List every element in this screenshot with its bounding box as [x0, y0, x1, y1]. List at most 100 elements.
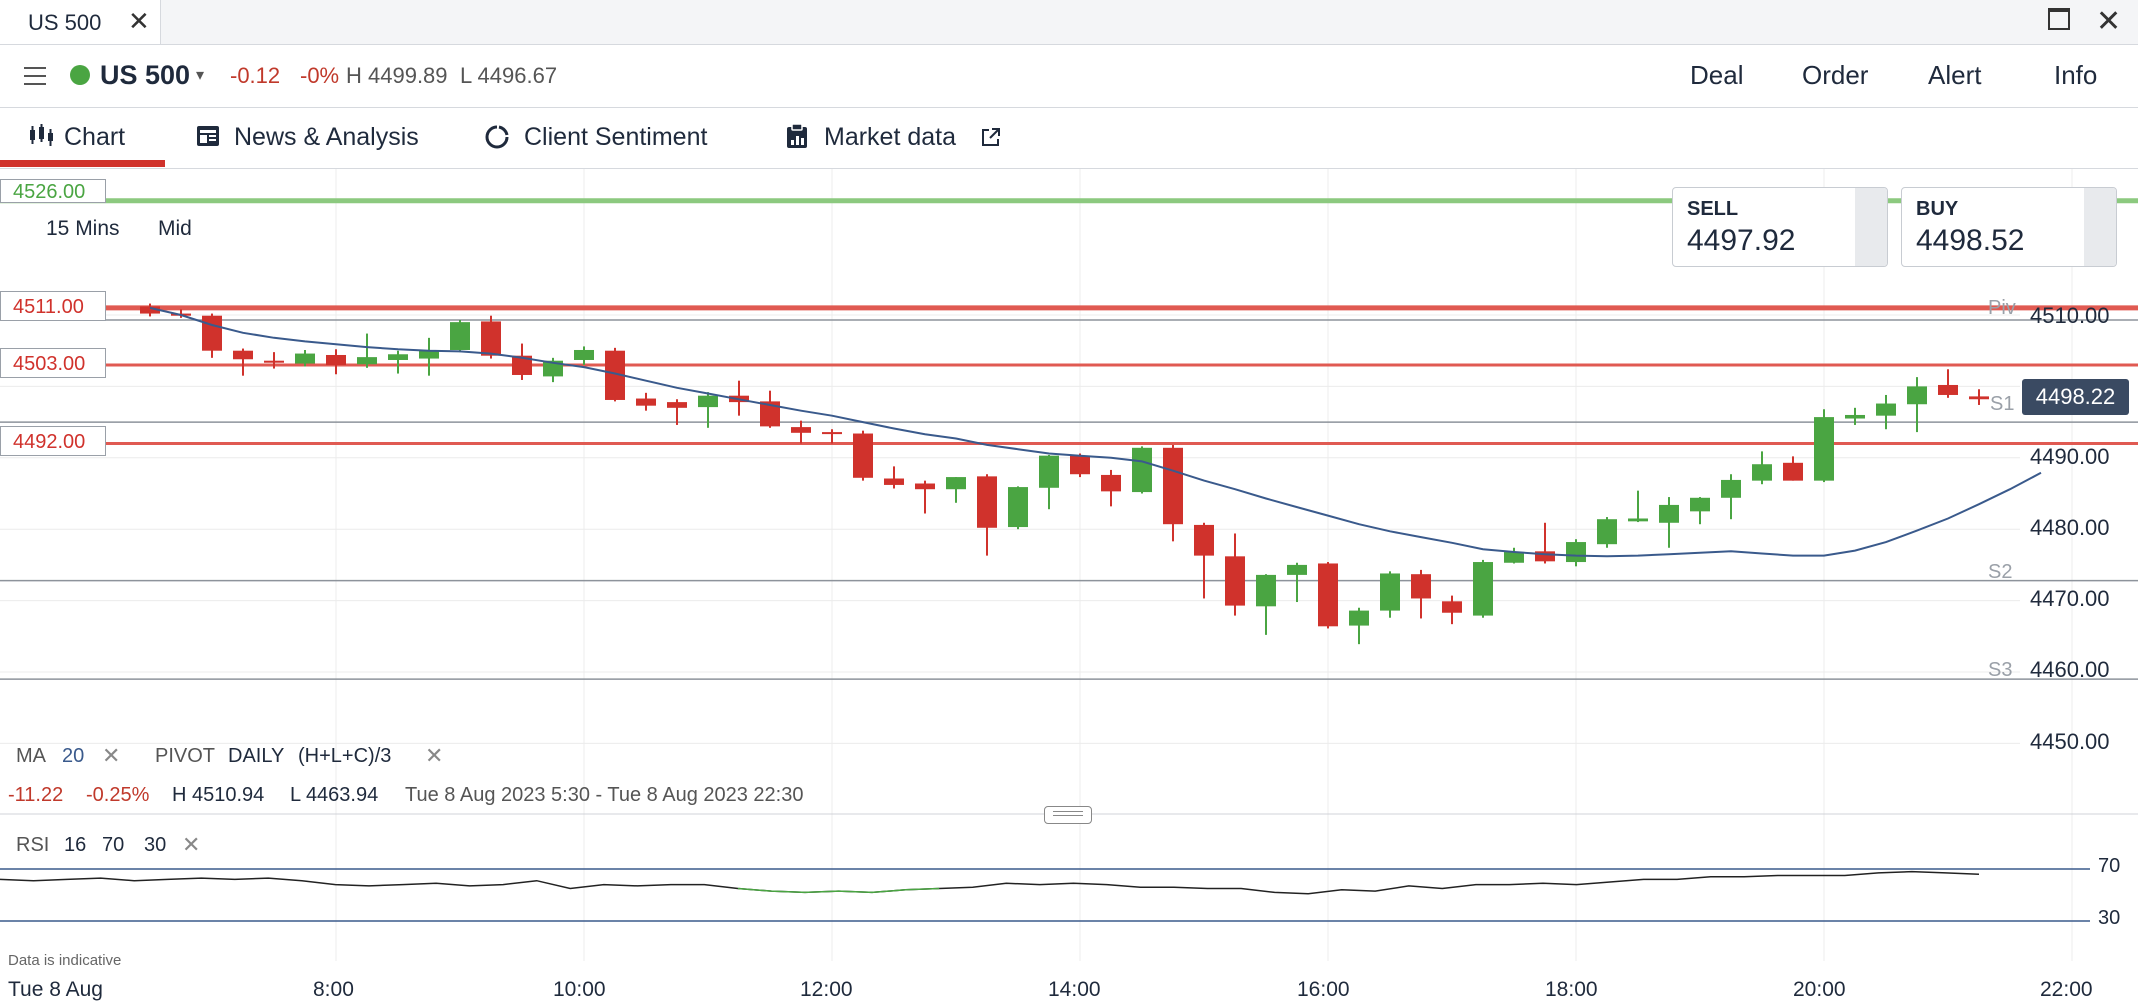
market-open-status-icon: [70, 65, 90, 85]
sell-box[interactable]: SELL 4497.92: [1672, 187, 1888, 267]
level-box-4526[interactable]: 4526.00: [0, 179, 106, 203]
sell-price: 4497.92: [1687, 224, 1796, 257]
hamburger-menu-icon[interactable]: [24, 67, 46, 91]
candle-body: [1690, 497, 1710, 512]
active-tab-indicator: [0, 160, 165, 167]
y-tick-label: 4450.00: [2030, 729, 2110, 754]
candle-body: [264, 360, 284, 363]
level-box-4492[interactable]: 4492.00: [0, 426, 106, 456]
candle-body: [295, 353, 315, 364]
instrument-name[interactable]: US 500: [100, 60, 191, 90]
tab-market-data-label: Market data: [824, 123, 957, 151]
candle-body: [357, 357, 377, 365]
candle-body: [1535, 551, 1555, 562]
data-disclaimer: Data is indicative: [8, 952, 122, 969]
day-low: L 4496.67: [460, 63, 558, 88]
tab-chart[interactable]: Chart: [0, 108, 165, 168]
ma-legend-name: MA: [16, 745, 46, 767]
y-tick-label: 4470.00: [2030, 586, 2110, 611]
level-box-4503[interactable]: 4503.00: [0, 348, 106, 378]
instrument-tab[interactable]: US 500 ✕: [0, 0, 161, 44]
tab-client-sentiment[interactable]: Client Sentiment: [480, 108, 740, 168]
candle-body: [1132, 447, 1152, 493]
tab-news-analysis[interactable]: News & Analysis: [190, 108, 440, 168]
price-type-selector[interactable]: Mid: [158, 217, 192, 240]
rsi-line: [0, 870, 1980, 895]
candle-body: [636, 398, 656, 406]
range-change: -11.22: [8, 784, 64, 806]
tab-close-icon[interactable]: ✕: [128, 6, 150, 36]
remove-rsi-icon[interactable]: ✕: [182, 832, 201, 857]
candle-body: [574, 349, 594, 360]
y-tick-label: 4510.00: [2030, 303, 2110, 328]
candle-body: [760, 401, 780, 427]
info-button[interactable]: Info: [2054, 60, 2098, 90]
candle-body: [822, 432, 842, 435]
sell-side-panel: [1855, 188, 1887, 266]
candle-body: [1752, 464, 1772, 481]
remove-ma-icon[interactable]: ✕: [102, 743, 121, 768]
candle-body: [946, 477, 966, 490]
candle-body: [1721, 479, 1741, 498]
s1-label: S1: [1990, 393, 2015, 415]
candle-body: [605, 350, 625, 400]
candle-body: [1597, 519, 1617, 545]
sentiment-icon: [485, 125, 509, 149]
deal-button[interactable]: Deal: [1690, 60, 1744, 90]
external-link-icon[interactable]: [980, 126, 1002, 148]
level-box-4511[interactable]: 4511.00: [0, 291, 106, 321]
candle-body: [1473, 562, 1493, 616]
candle-body: [1907, 386, 1927, 405]
pane-resize-handle[interactable]: [1044, 806, 1092, 824]
tab-chart-label: Chart: [64, 123, 126, 151]
range-dates: Tue 8 Aug 2023 5:30 - Tue 8 Aug 2023 22:…: [405, 784, 804, 806]
price-chart[interactable]: [0, 169, 2138, 1008]
candle-body: [1349, 610, 1369, 626]
x-tick-label: 22:00: [2040, 978, 2093, 1001]
x-tick-label: 8:00: [313, 978, 354, 1001]
candle-body: [450, 322, 470, 350]
alert-button[interactable]: Alert: [1928, 60, 1982, 90]
s3-label: S3: [1988, 659, 2013, 681]
tab-title: US 500: [28, 10, 102, 35]
ma-legend-period: 20: [62, 745, 85, 767]
price-change: -0.12: [230, 63, 281, 88]
maximize-icon[interactable]: [2048, 8, 2070, 30]
x-tick-label: 10:00: [553, 978, 606, 1001]
candle-body: [1256, 574, 1276, 607]
candle-body: [1008, 487, 1028, 528]
candle-body: [233, 350, 253, 360]
candle-body: [1318, 563, 1338, 627]
s2-label: S2: [1988, 561, 2013, 583]
window-tab-bar: US 500 ✕ ✕: [0, 0, 2138, 45]
tab-news-label: News & Analysis: [234, 123, 419, 151]
remove-pivot-icon[interactable]: ✕: [425, 743, 444, 768]
candle-body: [1938, 384, 1958, 395]
rsi-oversold-segment: [737, 887, 940, 894]
window-close-icon[interactable]: ✕: [2096, 5, 2122, 38]
tab-market-data[interactable]: Market data: [780, 108, 1010, 168]
candle-body: [1969, 396, 1989, 400]
candle-body: [1163, 447, 1183, 525]
rsi-legend-upper: 70: [102, 834, 125, 856]
order-button[interactable]: Order: [1802, 60, 1869, 90]
candle-body: [667, 402, 687, 408]
buy-label: BUY: [1916, 198, 1959, 220]
x-date-label: Tue 8 Aug: [8, 978, 103, 1001]
y-tick-label: 4480.00: [2030, 515, 2110, 540]
candle-body: [140, 306, 160, 314]
x-tick-label: 16:00: [1297, 978, 1350, 1001]
instrument-dropdown-icon[interactable]: ▾: [196, 67, 205, 84]
sell-label: SELL: [1687, 198, 1739, 220]
candle-body: [1070, 455, 1090, 475]
candle-body: [1783, 462, 1803, 481]
timeframe-selector[interactable]: 15 Mins: [46, 217, 120, 240]
candle-body: [1225, 556, 1245, 606]
candle-body: [512, 355, 532, 375]
candle-body: [1814, 417, 1834, 481]
buy-box[interactable]: BUY 4498.52: [1901, 187, 2117, 267]
candle-body: [915, 483, 935, 490]
buy-price: 4498.52: [1916, 224, 2025, 257]
chart-area[interactable]: 4526.00 4511.00 4503.00 4492.00 15 Mins …: [0, 169, 2138, 1008]
candle-body: [1380, 573, 1400, 611]
